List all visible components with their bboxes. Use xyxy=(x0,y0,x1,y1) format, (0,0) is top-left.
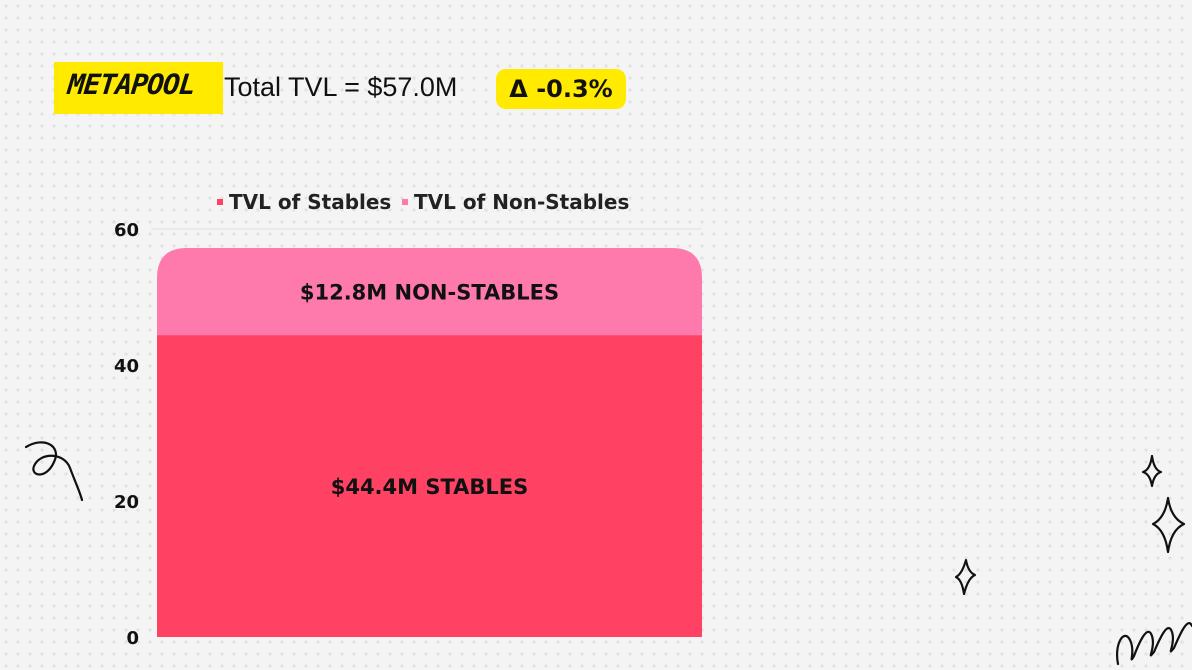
legend-label-stables: TVL of Stables xyxy=(229,190,391,214)
sparkle-small-icon xyxy=(1141,454,1163,488)
brand-badge: METAPOOL xyxy=(54,62,223,114)
y-axis: 0 20 40 60 xyxy=(114,220,702,649)
delta-badge: Δ -0.3% xyxy=(496,69,626,109)
bar-label-stables: $44.4M STABLES xyxy=(331,475,529,499)
bar-label-non-stables: $12.8M NON-STABLES xyxy=(300,281,559,305)
legend-swatch-stables xyxy=(217,199,223,205)
legend-label-non-stables: TVL of Non-Stables xyxy=(414,190,629,214)
total-tvl-text: Total TVL = $57.0M xyxy=(224,72,458,102)
y-tick-label-0: 0 xyxy=(126,628,139,649)
bar-data-labels: $44.4M STABLES $12.8M NON-STABLES xyxy=(300,281,559,499)
sparkle-large-icon xyxy=(1151,496,1186,554)
bar-segment-stables xyxy=(157,335,702,637)
y-tick-label-20: 20 xyxy=(114,492,139,513)
y-tick-label-60: 60 xyxy=(114,220,139,241)
sparkle-tiny-icon xyxy=(954,558,977,596)
chart-legend: TVL of Stables TVL of Non-Stables xyxy=(217,190,629,214)
y-tick-label-40: 40 xyxy=(114,356,139,377)
loops-doodle-icon xyxy=(1116,622,1192,666)
legend-swatch-non-stables xyxy=(402,199,408,205)
bars xyxy=(157,248,702,637)
swirl-doodle-icon xyxy=(24,441,84,502)
bar-segment-non-stables xyxy=(157,248,702,336)
